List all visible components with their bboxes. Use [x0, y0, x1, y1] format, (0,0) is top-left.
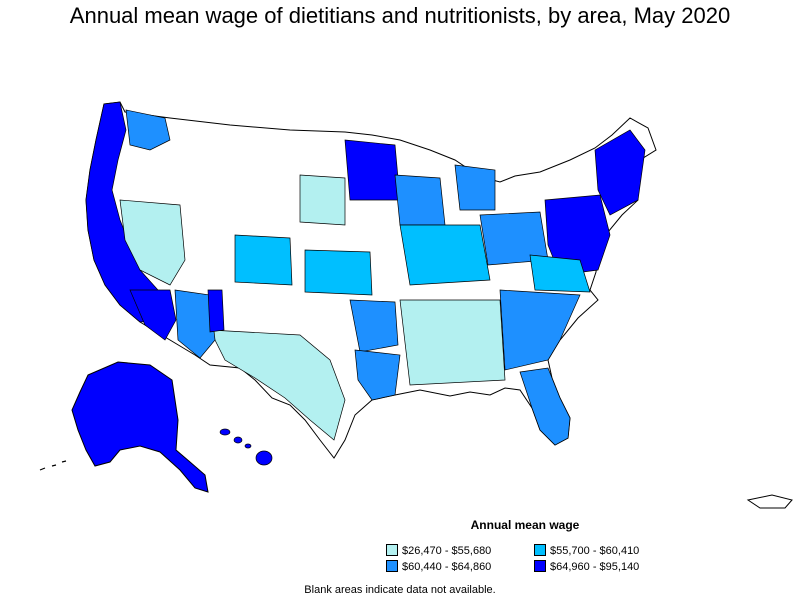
new-mexico-region	[207, 289, 225, 333]
florida-region	[519, 367, 571, 446]
minnesota-region	[344, 139, 401, 201]
legend-label-2: $55,700 - $60,410	[550, 545, 640, 557]
legend-label-1: $26,470 - $55,680	[402, 545, 492, 557]
alaska-aleutian-islands	[39, 460, 67, 471]
legend-swatch-4	[534, 560, 546, 572]
legend-item-3: $60,440 - $64,860	[386, 560, 491, 573]
new-england-region	[594, 129, 646, 216]
gulf-coast-region	[354, 349, 401, 401]
wisconsin-region	[394, 174, 446, 226]
northwest-interior-region	[125, 109, 171, 151]
map-title: Annual mean wage of dietitians and nutri…	[69, 3, 731, 28]
southern-plains-region	[209, 329, 346, 441]
legend-swatch-2	[534, 544, 546, 556]
southeast-region	[499, 289, 581, 371]
legend-item-2: $55,700 - $60,410	[534, 544, 639, 557]
legend-title: Annual mean wage	[470, 518, 580, 532]
legend-swatch-3	[386, 560, 398, 572]
dakotas-region	[299, 174, 346, 226]
puerto-rico-region	[746, 494, 793, 509]
midwest-region	[399, 224, 491, 286]
southwest-region	[129, 289, 177, 341]
data-availability-note: Blank areas indicate data not available.	[304, 584, 496, 596]
kansas-region	[304, 249, 373, 296]
legend-item-1: $26,470 - $55,680	[386, 544, 491, 557]
deep-south-region	[399, 299, 506, 386]
alaska-region	[71, 361, 209, 493]
legend-label-4: $64,960 - $95,140	[550, 561, 640, 573]
michigan-region	[454, 164, 496, 211]
legend-swatch-1	[386, 544, 398, 556]
legend-label-3: $60,440 - $64,860	[402, 561, 492, 573]
arizona-region	[174, 289, 216, 359]
oklahoma-texas-region	[349, 299, 399, 353]
hawaii-region	[219, 428, 273, 466]
colorado-region	[234, 234, 293, 286]
mid-atlantic-region	[544, 194, 611, 276]
great-basin-region	[119, 199, 186, 286]
appalachian-region	[529, 254, 591, 293]
legend-item-4: $64,960 - $95,140	[534, 560, 639, 573]
